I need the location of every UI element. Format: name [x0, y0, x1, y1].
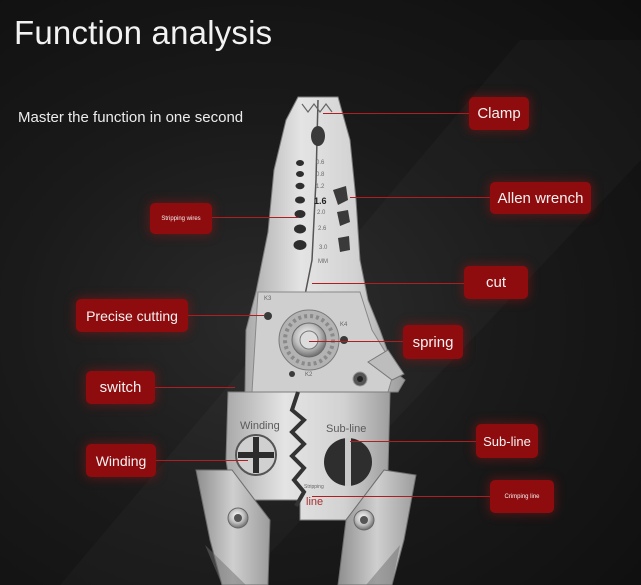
scale-3-0: 3.0 — [319, 245, 328, 251]
leader-allen-wrench — [350, 197, 490, 198]
scale-1-6: 1.6 — [314, 196, 327, 206]
scale-0-6: 0.6 — [316, 160, 325, 166]
callout-winding: Winding — [86, 444, 156, 477]
leader-spring — [309, 341, 403, 342]
scale-1-2: 1.2 — [316, 184, 325, 190]
callout-clamp: Clamp — [469, 97, 529, 130]
k3-mark: K3 — [264, 296, 272, 302]
leader-sub-line — [350, 441, 476, 442]
leader-clamp — [323, 113, 469, 114]
callout-switch: switch — [86, 371, 155, 404]
sub-line-engraving: Sub-line — [326, 423, 367, 435]
k2-mark: K2 — [305, 372, 313, 378]
scale-0-8: 0.8 — [316, 172, 325, 178]
callout-precise-cutting: Precise cutting — [76, 299, 188, 332]
scale-unit: MM — [318, 259, 328, 265]
leader-crimping-line — [312, 496, 490, 497]
k4-mark: K4 — [340, 322, 348, 328]
stripping-holes — [293, 160, 307, 250]
callout-sub-line: Sub-line — [476, 424, 538, 458]
callout-allen-wrench: Allen wrench — [490, 182, 591, 214]
callout-stripping-wires: Stripping wires — [150, 203, 212, 234]
callout-crimping-line: Crimping line — [490, 480, 554, 513]
winding-engraving: Winding — [240, 420, 280, 432]
callout-spring: spring — [403, 325, 463, 359]
leader-switch — [155, 387, 235, 388]
callout-cut: cut — [464, 266, 528, 299]
scale-2-0: 2.0 — [317, 210, 326, 216]
line-engraving: line — [306, 496, 324, 508]
scale-2-6: 2.6 — [318, 226, 327, 232]
page-subtitle: Master the function in one second — [18, 109, 244, 126]
leader-cut — [312, 283, 464, 284]
leader-stripping-wires — [212, 217, 298, 218]
small-engraving: Stripping — [304, 484, 324, 490]
page-title: Function analysis — [14, 14, 273, 51]
leader-precise-cutting — [188, 315, 264, 316]
leader-winding — [156, 460, 248, 461]
